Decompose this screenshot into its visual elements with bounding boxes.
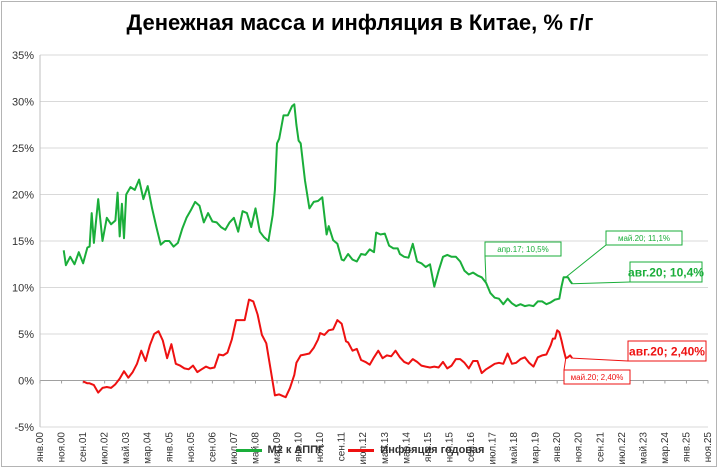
x-tick-label: ноя.05 <box>186 432 197 463</box>
annotation-box <box>563 369 631 385</box>
y-tick-label: 20% <box>12 190 34 202</box>
y-tick-label: 30% <box>12 97 34 109</box>
annotation-label: май.20; 2,40% <box>571 373 624 382</box>
x-tick-label: сен.06 <box>207 432 218 462</box>
x-tick-label: июл.12 <box>358 432 369 465</box>
x-tick-label: янв.10 <box>294 432 305 463</box>
y-tick-label: 25% <box>12 143 34 155</box>
x-tick-label: май.18 <box>509 432 520 464</box>
x-tick-label: май.03 <box>121 432 132 464</box>
x-tick-label: май.23 <box>638 432 649 464</box>
x-tick-label: ноя.25 <box>703 432 714 463</box>
x-tick-label: июл.22 <box>617 432 628 465</box>
y-tick-label: 35% <box>12 50 34 62</box>
x-tick-label: мар.09 <box>272 432 283 464</box>
x-tick-label: мар.19 <box>531 432 542 464</box>
y-tick-label: -5% <box>14 422 34 434</box>
x-tick-label: июл.17 <box>488 432 499 465</box>
x-tick-label: сен.21 <box>595 432 606 462</box>
series-line-cpi <box>82 298 573 399</box>
legend-label-m2: М2 к АППГ <box>267 444 325 456</box>
y-tick-label: 0% <box>18 376 34 388</box>
y-tick-label: 10% <box>12 283 34 295</box>
annotation-label: май.20; 11,1% <box>618 234 670 243</box>
x-tick-label: янв.20 <box>552 432 563 463</box>
annotation-leader <box>572 281 631 285</box>
x-tick-label: июл.07 <box>229 432 240 465</box>
x-tick-label: май.13 <box>380 432 391 464</box>
legend-label-cpi: Инфляция годовая <box>380 444 485 456</box>
annotation-leader <box>572 357 629 362</box>
annotation-leader <box>565 244 607 278</box>
x-tick-label: мар.24 <box>660 432 671 464</box>
annotation-box <box>627 340 707 362</box>
annotation-box <box>484 241 562 257</box>
x-tick-label: янв.25 <box>681 432 692 463</box>
x-tick-label: ноя.15 <box>444 432 455 463</box>
x-tick-label: мар.04 <box>143 432 154 464</box>
series-line-m2 <box>62 103 573 308</box>
annotation-leader <box>563 358 567 371</box>
x-tick-label: сен.16 <box>466 432 477 462</box>
x-tick-label: янв.05 <box>164 432 175 463</box>
x-tick-label: ноя.20 <box>574 432 585 463</box>
x-tick-label: ноя.10 <box>315 432 326 463</box>
y-tick-label: 15% <box>12 236 34 248</box>
x-tick-label: мар.14 <box>401 432 412 464</box>
annotation-label: апр.17; 10,5% <box>497 245 548 254</box>
legend-item-cpi: Инфляция годовая <box>348 444 484 456</box>
y-tick-label: 5% <box>18 329 34 341</box>
annotation-leader <box>484 255 487 283</box>
x-tick-label: сен.11 <box>337 432 348 462</box>
x-tick-label: июл.02 <box>100 432 111 465</box>
x-tick-label: янв.00 <box>35 432 46 463</box>
x-tick-label: янв.15 <box>423 432 434 463</box>
legend-swatch-m2 <box>235 448 262 452</box>
annotation-label: авг.20; 2,40% <box>629 344 705 358</box>
annotation-box <box>605 230 683 246</box>
chart-title: Денежная масса и инфляция в Китае, % г/г <box>126 10 594 35</box>
x-tick-label: сен.01 <box>78 432 89 462</box>
legend-item-m2: М2 к АППГ <box>235 444 325 456</box>
x-tick-label: ноя.00 <box>57 432 68 463</box>
x-tick-label: май.08 <box>250 432 261 464</box>
legend-swatch-cpi <box>348 448 375 452</box>
annotation-label: авг.20; 10,4% <box>628 265 704 279</box>
annotation-box <box>629 261 703 283</box>
legend: М2 к АППГ Инфляция годовая <box>0 444 720 456</box>
